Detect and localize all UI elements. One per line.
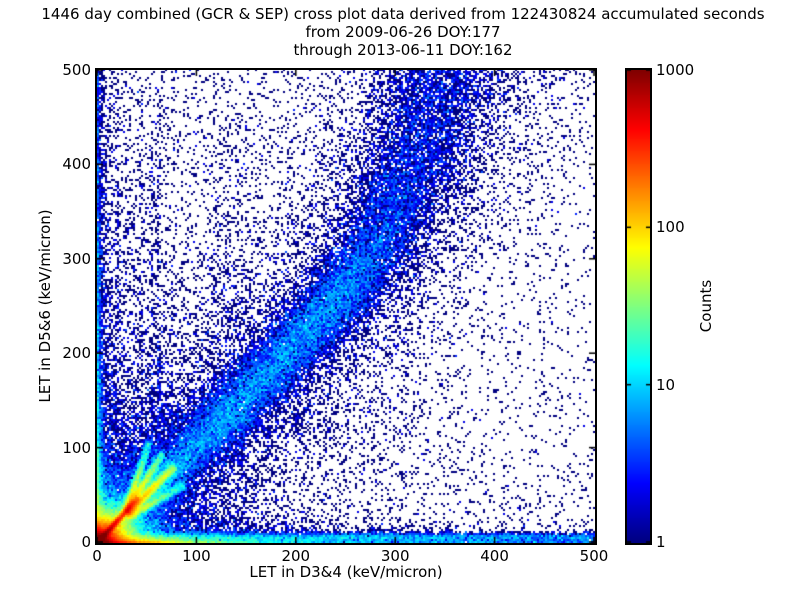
colorbar-tick-label: 10 — [656, 375, 676, 394]
chart-title-line-3: through 2013-06-11 DOY:162 — [293, 41, 513, 59]
y-tick-label: 500 — [62, 61, 91, 79]
chart-title-block: 1446 day combined (GCR & SEP) cross plot… — [3, 5, 800, 59]
y-tick-label: 0 — [81, 533, 91, 551]
y-tick-label: 300 — [62, 249, 91, 268]
colorbar-frame — [625, 68, 652, 545]
x-tick-label: 100 — [182, 547, 211, 565]
x-tick-label: 200 — [281, 547, 311, 565]
x-tick-label: 500 — [579, 547, 609, 565]
y-tick-label: 200 — [62, 344, 91, 363]
y-tick-label: 100 — [62, 438, 91, 457]
scatter-heatmap-canvas — [97, 70, 595, 543]
colorbar-tick-label: 1000 — [656, 61, 695, 79]
chart-title-line-2: from 2009-06-26 DOY:177 — [305, 23, 501, 41]
y-axis-label: LET in D5&6 (keV/micron) — [36, 209, 54, 403]
x-tick-label: 400 — [480, 547, 509, 565]
x-tick-label: 0 — [92, 547, 102, 565]
plot-frame — [95, 68, 597, 545]
colorbar-label: Counts — [697, 279, 715, 333]
colorbar-gradient-canvas — [627, 70, 650, 543]
x-axis-label: LET in D3&4 (keV/micron) — [249, 563, 443, 581]
y-tick-label: 400 — [62, 155, 91, 174]
colorbar-tick-label: 100 — [656, 218, 685, 237]
x-tick-label: 300 — [380, 547, 410, 565]
chart-title-line-1: 1446 day combined (GCR & SEP) cross plot… — [41, 5, 765, 23]
colorbar-tick-label: 1 — [656, 533, 666, 551]
